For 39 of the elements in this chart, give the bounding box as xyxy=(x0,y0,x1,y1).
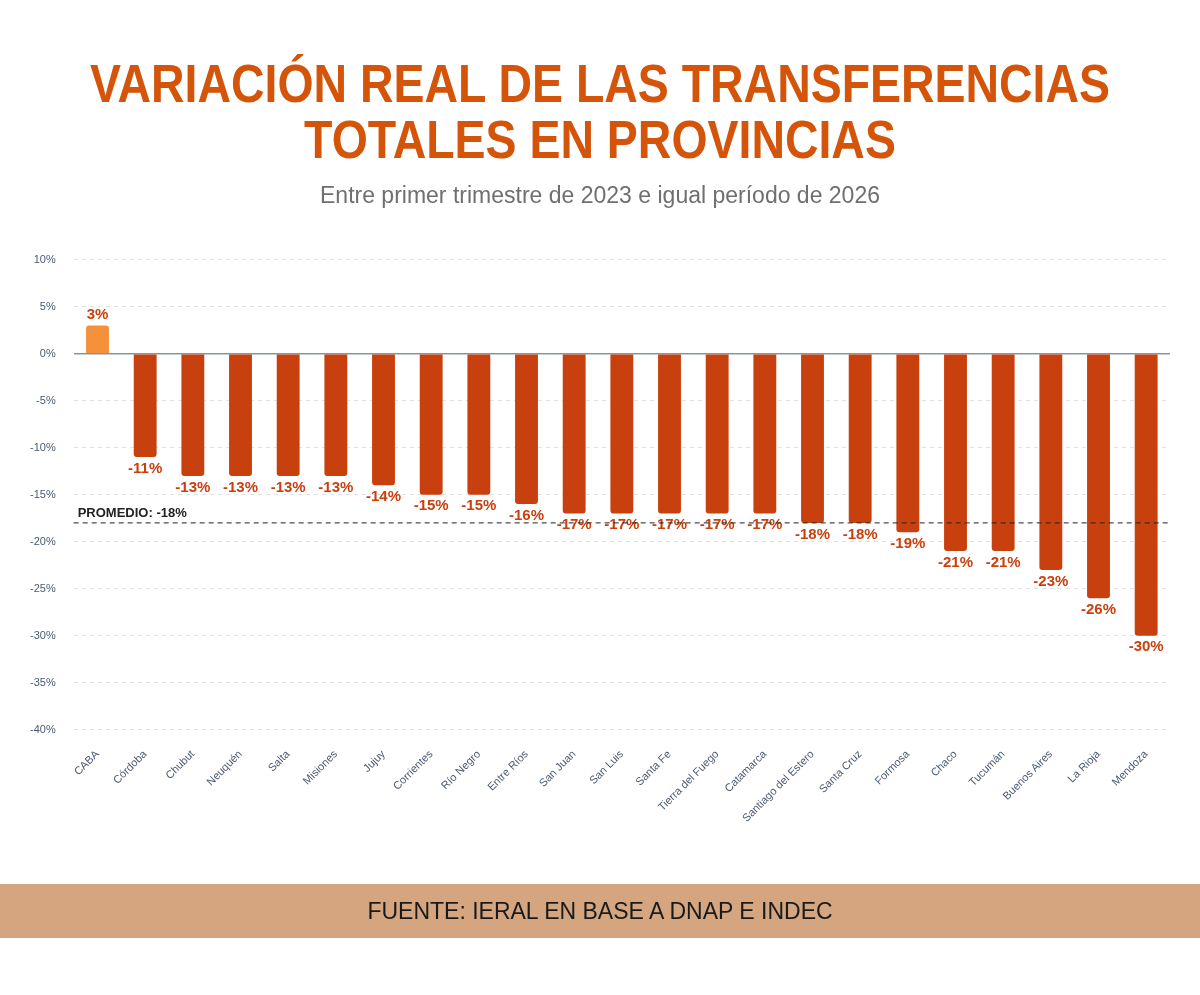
data-label: -16% xyxy=(508,505,545,523)
ref-line-label: PROMEDIO: -18% xyxy=(77,504,188,520)
y-tick-label: -40% xyxy=(29,722,56,735)
data-label: -21% xyxy=(937,552,974,570)
data-label: -18% xyxy=(794,524,831,542)
y-tick-label: -35% xyxy=(29,675,56,688)
data-label: -17% xyxy=(747,515,783,533)
y-tick-label: -15% xyxy=(29,487,56,500)
data-label: -17% xyxy=(651,515,688,533)
data-label: -17% xyxy=(699,515,735,533)
y-tick-label: -10% xyxy=(29,440,56,453)
y-tick-label: 5% xyxy=(39,299,56,312)
y-tick-label: -30% xyxy=(29,628,56,641)
source-note: FUENTE: IERAL EN BASE A DNAP E INDEC xyxy=(0,884,1200,938)
data-label: -15% xyxy=(461,496,497,514)
data-label: -21% xyxy=(985,552,1021,570)
chart-title: VARIACIÓN REAL DE LAS TRANSFERENCIAS TOTALES EN PROVINCIAS xyxy=(89,53,1111,169)
chart-subtitle: Entre primer trimestre de 2023 e igual período de 2026 xyxy=(319,182,881,209)
data-label: -13% xyxy=(270,477,306,495)
y-tick-label: 0% xyxy=(39,346,56,359)
data-label: -13% xyxy=(318,477,354,495)
data-label: -14% xyxy=(365,486,402,504)
data-label: -17% xyxy=(604,515,640,533)
y-tick-label: -5% xyxy=(36,393,56,406)
data-label: -23% xyxy=(1033,571,1069,589)
data-label: -30% xyxy=(1128,637,1164,655)
y-tick-label: 10% xyxy=(33,252,56,265)
y-tick-label: -25% xyxy=(29,581,56,594)
data-label: -17% xyxy=(556,515,592,533)
data-label: -18% xyxy=(842,524,878,542)
data-label: -19% xyxy=(890,533,926,551)
data-label: 3% xyxy=(86,305,109,323)
x-tick-label: San Luis xyxy=(586,747,626,787)
data-label: -13% xyxy=(222,477,259,495)
y-tick-label: -20% xyxy=(29,534,56,547)
data-label: -11% xyxy=(128,458,163,476)
data-label: -13% xyxy=(175,477,211,495)
data-label: -15% xyxy=(413,496,449,514)
data-label: -26% xyxy=(1080,599,1117,617)
